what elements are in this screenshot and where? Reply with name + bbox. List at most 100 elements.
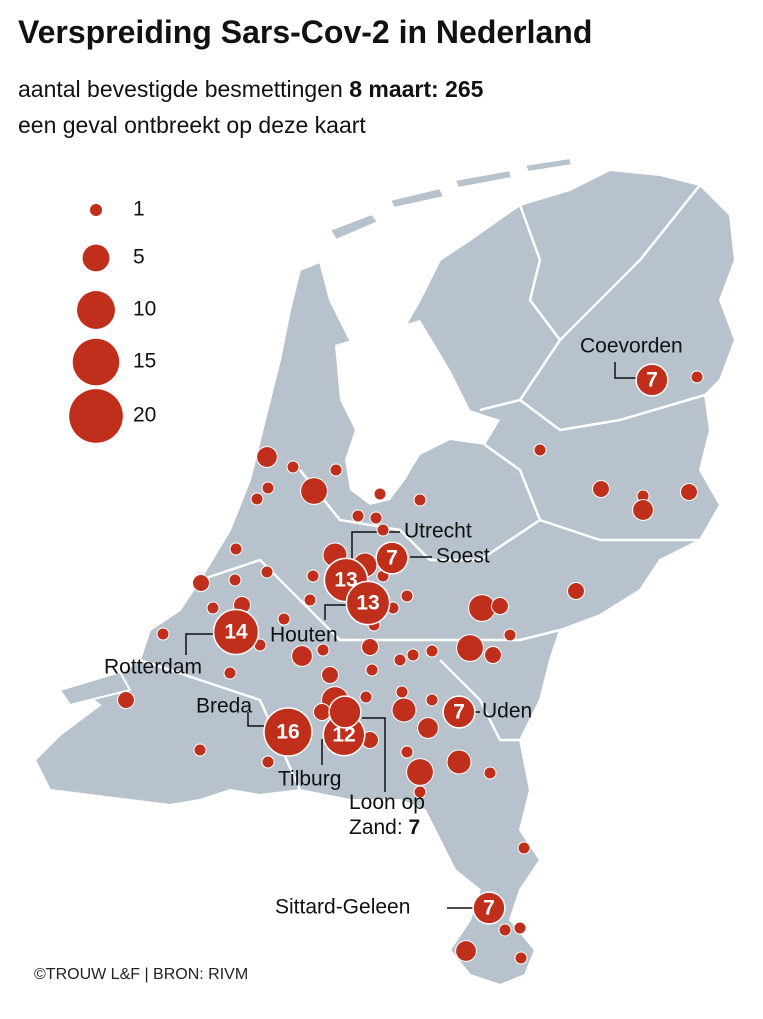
credit: ©TROUW L&F | BRON: RIVM (34, 966, 249, 983)
bubble (373, 487, 387, 501)
bubble-value: 13 (356, 592, 379, 615)
bubble (413, 493, 427, 507)
legend-label: 1 (133, 198, 145, 221)
bubble (442, 695, 476, 729)
bubble (193, 743, 207, 757)
bubble (256, 446, 278, 468)
place-label: Sittard-Geleen (275, 896, 410, 919)
bubble (567, 582, 585, 600)
place-label: Coevorden (580, 335, 683, 358)
legend-bubble (82, 244, 110, 272)
legend-label: 5 (133, 246, 145, 269)
bubble (321, 666, 339, 684)
bubble-value: 7 (386, 547, 398, 570)
bubble (365, 663, 379, 677)
bubble (277, 612, 291, 626)
bubble (513, 921, 527, 935)
bubble (632, 499, 654, 521)
legend-bubble (69, 389, 123, 443)
place-label: Rotterdam (104, 656, 202, 679)
bubble (328, 695, 362, 729)
bubbles (117, 363, 704, 965)
bubble (446, 749, 472, 775)
bubble (359, 690, 373, 704)
bubble (261, 481, 275, 495)
bubble (300, 477, 328, 505)
bubble (406, 758, 434, 786)
bubble (483, 766, 497, 780)
bubble (329, 463, 343, 477)
bubble (291, 645, 313, 667)
place-label: Breda (196, 695, 252, 718)
bubble (406, 648, 420, 662)
bubble (533, 443, 547, 457)
bubble (491, 597, 509, 615)
bubble (351, 509, 365, 523)
bubble-value: 14 (224, 621, 248, 644)
bubble (413, 785, 427, 799)
bubble (425, 644, 439, 658)
bubble (156, 627, 170, 641)
bubble (250, 492, 264, 506)
bubble (313, 703, 331, 721)
bubble (503, 628, 517, 642)
bubble (514, 951, 528, 965)
legend-bubble (77, 291, 115, 329)
bubble-value: 7 (483, 897, 495, 920)
bubble (228, 573, 242, 587)
bubble (472, 891, 506, 925)
bubble (425, 693, 439, 707)
legend-bubble (72, 338, 120, 386)
province-borders (139, 184, 706, 791)
bubble (263, 707, 313, 757)
bubble (484, 646, 502, 664)
bubble (260, 565, 274, 579)
bubble (455, 940, 477, 962)
highlight: 8 maart: 265 (349, 76, 484, 102)
bubble (375, 541, 409, 575)
note: een geval ontbreekt op deze kaart (18, 112, 366, 138)
bubble (391, 697, 417, 723)
place-value: 7 (408, 816, 421, 839)
bubble-value: 12 (332, 724, 355, 747)
subtitle: aantal bevestigde besmettingen 8 maart: … (18, 76, 483, 103)
bubble-value: 13 (334, 569, 357, 592)
bubble (369, 511, 383, 525)
title: Verspreiding Sars-Cov-2 in Nederland (18, 14, 593, 50)
bubble (286, 460, 300, 474)
water (335, 320, 500, 505)
bubble (400, 745, 414, 759)
place-label: Soest (436, 545, 490, 568)
place-label: Utrecht (404, 520, 472, 543)
bubble (212, 608, 260, 656)
bubble (306, 569, 320, 583)
bubble (635, 363, 669, 397)
bubble (400, 589, 414, 603)
bubble-value: 7 (646, 369, 658, 392)
bubble (393, 653, 407, 667)
legend-label: 20 (133, 404, 156, 427)
legend-bubble (90, 204, 102, 216)
bubble (316, 643, 330, 657)
bubble (680, 483, 698, 501)
bubble (206, 601, 220, 615)
bubble (361, 638, 379, 656)
bubble-value: 7 (453, 701, 465, 724)
leader-lines (185, 362, 640, 909)
bubble (417, 717, 439, 739)
bubble (261, 755, 275, 769)
legend-label: 10 (133, 298, 156, 321)
bubble (229, 542, 243, 556)
bubble (517, 841, 531, 855)
place-label: Loon op Zand: 7 (349, 790, 449, 840)
subtitle-text: aantal bevestigde besmettingen (18, 76, 343, 102)
legend-label: 15 (133, 350, 156, 373)
bubble (456, 634, 484, 662)
bubble (395, 685, 409, 699)
place-label: Tilburg (278, 768, 341, 791)
bubble (117, 691, 135, 709)
bubble (223, 666, 237, 680)
bubble (690, 370, 704, 384)
